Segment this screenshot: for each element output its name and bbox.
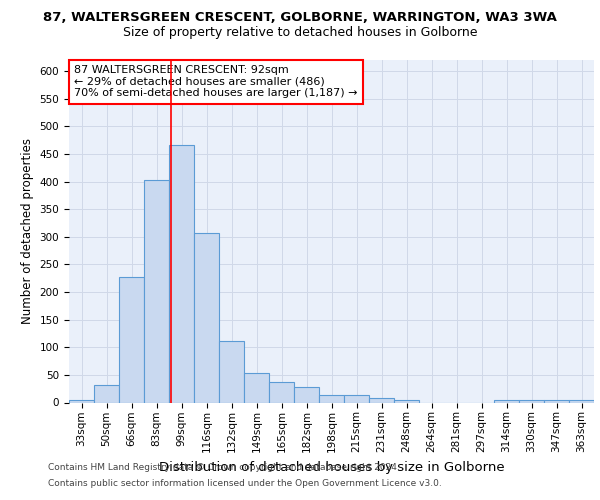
Y-axis label: Number of detached properties: Number of detached properties [21, 138, 34, 324]
Bar [219, 341, 244, 402]
Bar [69, 400, 94, 402]
Text: Contains HM Land Registry data © Crown copyright and database right 2024.: Contains HM Land Registry data © Crown c… [48, 464, 400, 472]
Bar [369, 398, 394, 402]
Bar [569, 400, 594, 402]
Bar [269, 382, 294, 402]
Bar [344, 396, 369, 402]
Bar [144, 180, 169, 402]
Bar [169, 145, 194, 403]
Text: Contains public sector information licensed under the Open Government Licence v3: Contains public sector information licen… [48, 478, 442, 488]
Bar [119, 277, 144, 402]
Bar [244, 372, 269, 402]
Bar [394, 400, 419, 402]
Text: Size of property relative to detached houses in Golborne: Size of property relative to detached ho… [123, 26, 477, 39]
Bar [294, 387, 319, 402]
Bar [319, 395, 344, 402]
Bar [519, 400, 544, 402]
Bar [544, 400, 569, 402]
Text: 87, WALTERSGREEN CRESCENT, GOLBORNE, WARRINGTON, WA3 3WA: 87, WALTERSGREEN CRESCENT, GOLBORNE, WAR… [43, 11, 557, 24]
Text: 87 WALTERSGREEN CRESCENT: 92sqm
← 29% of detached houses are smaller (486)
70% o: 87 WALTERSGREEN CRESCENT: 92sqm ← 29% of… [74, 65, 358, 98]
Bar [494, 400, 519, 402]
Bar [94, 385, 119, 402]
Bar [194, 233, 219, 402]
X-axis label: Distribution of detached houses by size in Golborne: Distribution of detached houses by size … [158, 460, 505, 473]
